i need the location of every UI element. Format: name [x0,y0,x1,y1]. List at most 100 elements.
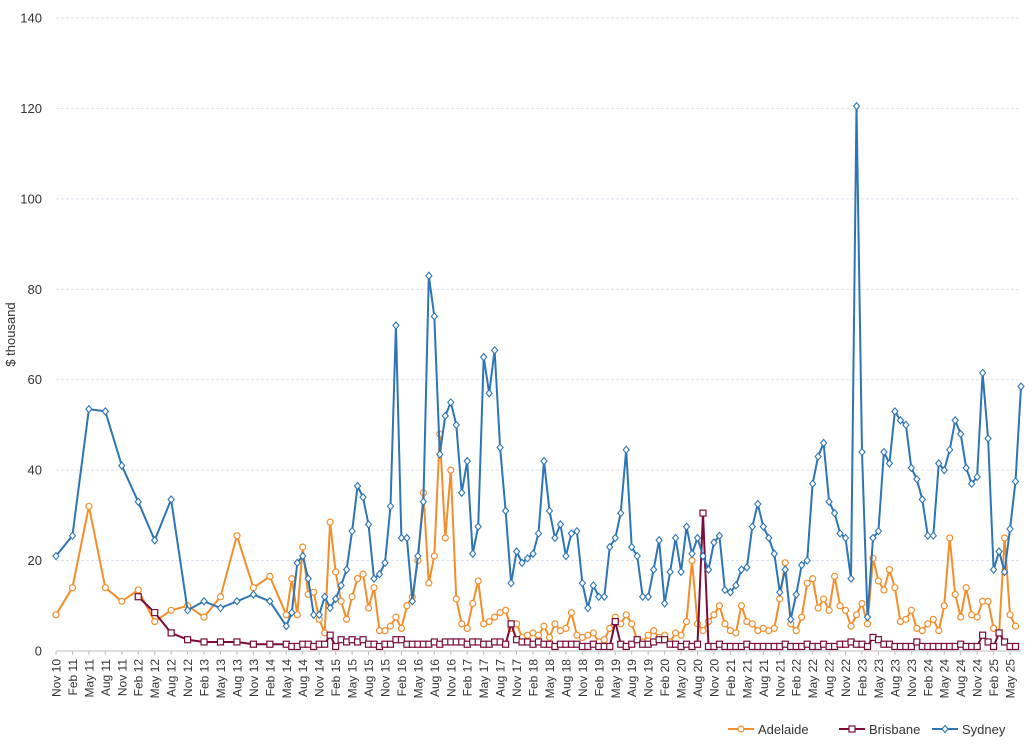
y-tick-label: 80 [28,282,42,297]
x-tick-label: Feb 15 [329,659,343,697]
x-tick-label: Aug 17 [494,659,508,697]
adelaide-point [491,613,499,621]
x-tick-label: Nov 12 [181,659,195,697]
adelaide-point [85,502,93,510]
adelaide-point [858,599,866,608]
adelaide-point [397,624,406,632]
legend-label: Sydney [962,722,1006,737]
sydney-point [468,549,477,559]
x-tick-label: Aug 13 [230,659,244,697]
adelaide-point [989,624,998,632]
adelaide-point [1011,622,1020,630]
sydney-point [617,508,625,518]
x-tick-label: May 21 [740,659,754,699]
adelaide-point [364,604,373,612]
x-tick-label: May 11 [82,659,96,698]
x-tick-label: Feb 11 [66,659,80,696]
x-tick-label: May 20 [675,659,689,699]
sydney-point [474,522,482,532]
sydney-point [408,596,417,606]
adelaide-point [874,577,883,585]
adelaide-point [918,627,926,635]
sydney-point [945,445,954,455]
sydney-point [666,567,674,577]
brisbane-point [1000,638,1009,646]
sydney-point [759,522,768,532]
brisbane-point [151,608,159,617]
sydney-point [589,581,598,590]
sydney-point [518,558,526,568]
x-tick-label: May 22 [806,659,820,699]
sydney-point [68,531,77,541]
adelaide-point [677,631,685,639]
brisbane-point [874,636,883,644]
sydney-point [436,449,444,459]
x-tick-label: Nov 16 [444,659,458,697]
adelaide-point [622,611,630,619]
sydney-point [967,479,976,489]
sydney-point [644,592,652,602]
sydney-point [732,581,740,590]
sydney-point [183,605,192,615]
sydney-point [501,506,510,516]
adelaide-point [721,620,729,628]
sydney-point [852,101,861,111]
sydney-point [803,556,811,565]
adelaide-point [776,595,784,603]
adelaide-point [118,597,126,605]
adelaide-point [425,579,433,587]
adelaide-point [628,620,636,628]
adelaide-point [715,602,724,610]
sydney-point [600,592,609,602]
series-sydney [52,101,1025,631]
sydney-point [386,501,395,511]
legend-item-sydney: Sydney [932,722,1006,737]
brisbane-point [973,642,981,651]
sydney-point [693,533,702,543]
x-tick-label: Feb 12 [132,659,146,697]
y-axis-label: $ thousand [3,302,18,366]
brisbane-point [979,631,987,639]
sydney-point [929,531,937,541]
sydney-point [463,456,471,466]
brisbane-point [606,642,614,651]
sydney-point [671,533,680,543]
adelaide-point [249,584,257,592]
sydney-point [721,585,729,595]
sydney-point [743,563,751,572]
sydney-point [770,549,778,559]
sydney-point [342,565,351,574]
sydney-point [233,596,241,606]
sydney-point [1006,524,1014,534]
sydney-point [704,565,713,574]
sydney-point [808,479,817,489]
sydney-point [863,612,872,622]
adelaide-point [458,620,466,628]
adelaide-point [288,575,296,583]
sydney-point [381,558,389,568]
sydney-point [797,560,806,570]
x-tick-label: Feb 13 [198,659,212,697]
adelaide-point [447,466,455,474]
brisbane-point [249,640,257,648]
sydney-point [935,459,943,468]
adelaide-point [973,613,981,621]
adelaide-point [841,606,850,614]
sydney-point [507,578,515,588]
x-tick-label: Nov 14 [313,659,327,697]
sydney-point [85,404,93,414]
x-tick-label: Aug 21 [757,659,771,697]
sydney-point [485,388,493,398]
x-tick-label: Feb 14 [263,659,277,697]
brisbane-point [233,638,241,646]
adelaide-point [134,586,142,594]
legend-item-adelaide: Adelaide [728,722,809,737]
sydney-point [573,526,581,536]
sydney-point [819,438,828,448]
x-tick-label: Nov 15 [378,659,392,697]
sydney-point [567,529,576,538]
adelaide-point [233,532,241,540]
sydney-point [134,497,142,507]
adelaide-point [348,593,356,601]
